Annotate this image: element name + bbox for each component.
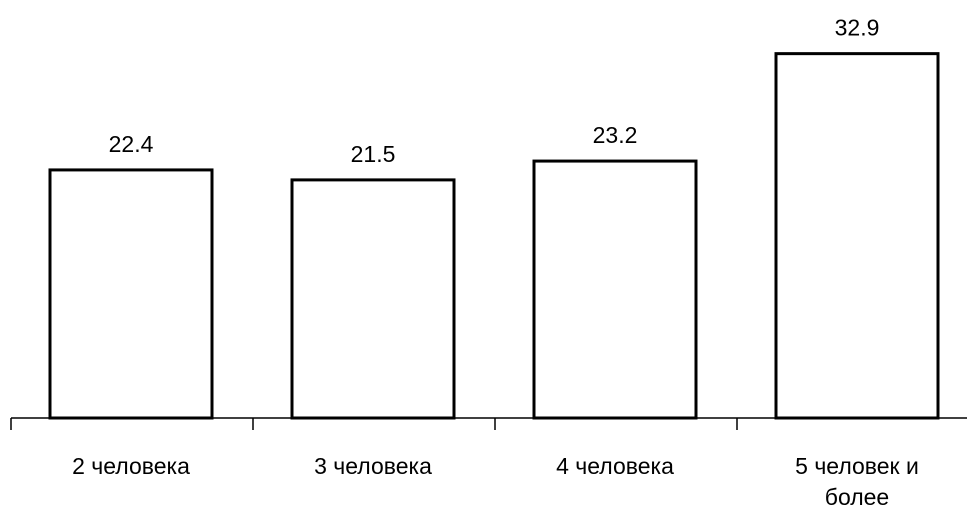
category-label: 3 человека [314, 453, 432, 479]
category-label-line: 2 человека [72, 453, 190, 479]
bar [48, 168, 214, 420]
category-label-line: 5 человек и [795, 453, 919, 479]
bars-group [48, 52, 940, 420]
category-label: 2 человека [72, 453, 190, 479]
bar-value-label: 22.4 [109, 131, 154, 157]
category-label-line: более [825, 484, 889, 510]
category-label: 5 человек и более [795, 453, 919, 510]
bar [774, 52, 940, 420]
x-axis [10, 417, 967, 430]
category-labels-group: 2 человека 3 человека 4 человека 5 человек … [72, 453, 919, 510]
category-label: 4 человека [556, 453, 674, 479]
bar [290, 178, 456, 420]
value-labels-group: 22.4 21.5 23.2 32.9 [109, 15, 880, 167]
bar-value-label: 32.9 [835, 15, 880, 41]
category-label-line: 3 человека [314, 453, 432, 479]
bar-value-label: 21.5 [351, 141, 396, 167]
category-label-line: 4 человека [556, 453, 674, 479]
bar-value-label: 23.2 [593, 122, 638, 148]
bar [532, 159, 698, 420]
